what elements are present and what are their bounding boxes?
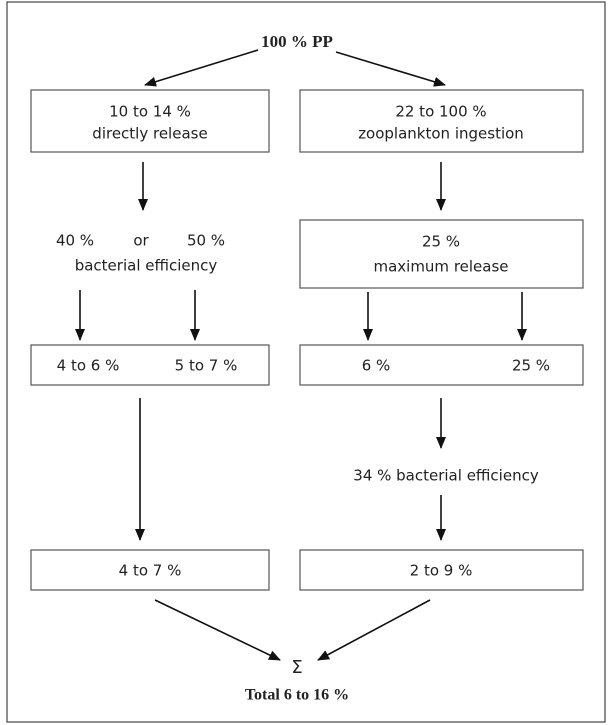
box-text: 22 to 100 % [395,103,486,121]
box-text: maximum release [373,258,508,276]
box-text: zooplankton ingestion [358,125,524,143]
label: 40 % [56,232,94,250]
box [299,549,584,591]
box-text: 4 to 7 % [119,562,182,580]
label: 34 % bacterial efficiency [353,467,539,485]
box-text: 6 % [362,357,391,375]
box [30,549,270,591]
arrow [154,599,281,661]
box-text: directly release [92,125,207,143]
box-text: 10 to 14 % [109,103,191,121]
arrow [317,599,431,661]
arrow [144,49,259,87]
box-text: 2 to 9 % [410,562,473,580]
label: or [133,232,149,250]
box-text: 25 % [422,233,460,251]
box [30,344,270,386]
sum-symbol: Σ [291,657,302,678]
box-text: 5 to 7 % [175,357,238,375]
box [299,89,584,153]
box [30,89,270,153]
source-label: 100 % PP [261,32,333,51]
box-text: 4 to 6 % [57,357,120,375]
label: 50 % [187,232,225,250]
box [299,344,584,386]
arrow [335,51,446,87]
box [299,219,584,289]
frame [6,1,606,723]
total: Total 6 to 16 % [245,687,349,704]
label: bacterial efficiency [75,257,218,275]
box-text: 25 % [512,357,550,375]
